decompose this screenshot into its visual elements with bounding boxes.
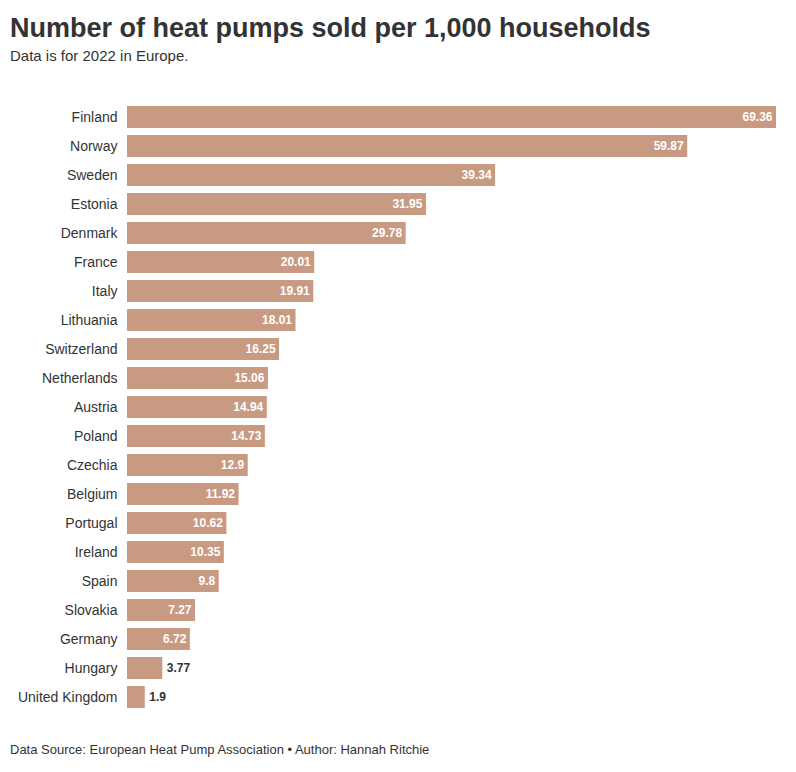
- svg-text:69.36: 69.36: [742, 110, 772, 124]
- svg-text:16.25: 16.25: [246, 342, 276, 356]
- svg-text:Hungary: Hungary: [65, 660, 118, 676]
- svg-text:Portugal: Portugal: [65, 515, 117, 531]
- svg-text:18.01: 18.01: [262, 313, 292, 327]
- svg-text:9.8: 9.8: [199, 574, 216, 588]
- svg-text:10.35: 10.35: [190, 545, 220, 559]
- svg-text:Slovakia: Slovakia: [65, 602, 118, 618]
- svg-text:Italy: Italy: [92, 283, 118, 299]
- svg-text:Norway: Norway: [70, 138, 117, 154]
- html-text:Data is for 2022 in Europe.: Data is for 2022 in Europe.: [10, 47, 189, 64]
- html-text:Data Source: European Heat Pum: Data Source: European Heat Pump Associat…: [10, 742, 430, 757]
- svg-text:3.77: 3.77: [167, 661, 191, 675]
- svg-text:12.9: 12.9: [221, 458, 245, 472]
- svg-text:15.06: 15.06: [234, 371, 264, 385]
- svg-text:10.62: 10.62: [193, 516, 223, 530]
- svg-text:Sweden: Sweden: [67, 167, 118, 183]
- svg-text:United Kingdom: United Kingdom: [18, 689, 118, 705]
- svg-text:29.78: 29.78: [372, 226, 402, 240]
- svg-text:Spain: Spain: [82, 573, 118, 589]
- svg-text:19.91: 19.91: [280, 284, 310, 298]
- svg-text:31.95: 31.95: [392, 197, 422, 211]
- svg-text:Lithuania: Lithuania: [61, 312, 118, 328]
- svg-text:14.73: 14.73: [231, 429, 261, 443]
- svg-text:Switzerland: Switzerland: [45, 341, 117, 357]
- svg-text:Poland: Poland: [74, 428, 118, 444]
- svg-text:11.92: 11.92: [206, 487, 236, 501]
- svg-text:6.72: 6.72: [163, 632, 187, 646]
- svg-text:Denmark: Denmark: [61, 225, 119, 241]
- svg-text:Austria: Austria: [74, 399, 118, 415]
- svg-text:20.01: 20.01: [281, 255, 311, 269]
- svg-text:Finland: Finland: [72, 109, 118, 125]
- svg-text:7.27: 7.27: [168, 603, 192, 617]
- svg-text:Netherlands: Netherlands: [42, 370, 118, 386]
- html-text:Number of heat pumps sold per: Number of heat pumps sold per 1,000 hous…: [10, 13, 651, 43]
- svg-text:1.9: 1.9: [149, 690, 166, 704]
- svg-text:Belgium: Belgium: [67, 486, 118, 502]
- svg-text:Czechia: Czechia: [67, 457, 118, 473]
- svg-text:39.34: 39.34: [462, 168, 492, 182]
- svg-text:Ireland: Ireland: [75, 544, 118, 560]
- svg-text:14.94: 14.94: [233, 400, 263, 414]
- svg-text:Estonia: Estonia: [71, 196, 118, 212]
- svg-text:France: France: [74, 254, 118, 270]
- svg-text:59.87: 59.87: [654, 139, 684, 153]
- svg-text:Germany: Germany: [60, 631, 118, 647]
